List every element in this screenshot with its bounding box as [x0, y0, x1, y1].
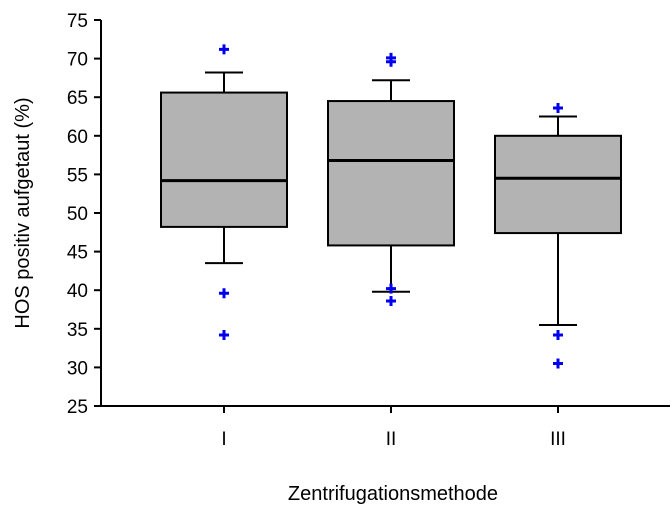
outlier-point — [386, 56, 396, 67]
y-tick-label: 75 — [67, 11, 88, 32]
y-tick-label: 40 — [67, 281, 88, 302]
y-tick-label: 55 — [67, 165, 88, 186]
outlier-point — [553, 358, 563, 369]
outlier-point — [219, 288, 229, 299]
outlier-point — [219, 329, 229, 340]
outlier-point — [219, 44, 229, 55]
x-axis-title: Zentrifugationsmethode — [288, 483, 498, 505]
y-tick-label: 35 — [67, 320, 88, 341]
y-tick-label: 70 — [67, 50, 88, 71]
box-II — [327, 100, 455, 247]
box-III — [494, 134, 622, 235]
x-tick-label: III — [550, 429, 566, 450]
outlier-point — [386, 283, 396, 294]
y-axis-title: HOS positiv aufgetaut (%) — [12, 97, 34, 328]
y-tick-label: 45 — [67, 243, 88, 264]
outlier-point — [553, 103, 563, 114]
y-tick-label: 30 — [67, 358, 88, 379]
outlier-point — [386, 296, 396, 307]
x-tick-label: I — [221, 429, 226, 450]
y-tick-label: 25 — [67, 397, 88, 418]
outlier-point — [553, 329, 563, 340]
y-tick-label: 50 — [67, 204, 88, 225]
y-tick-label: 65 — [67, 88, 88, 109]
y-tick-label: 60 — [67, 127, 88, 148]
x-tick-label: II — [386, 429, 397, 450]
box-I — [160, 91, 288, 228]
